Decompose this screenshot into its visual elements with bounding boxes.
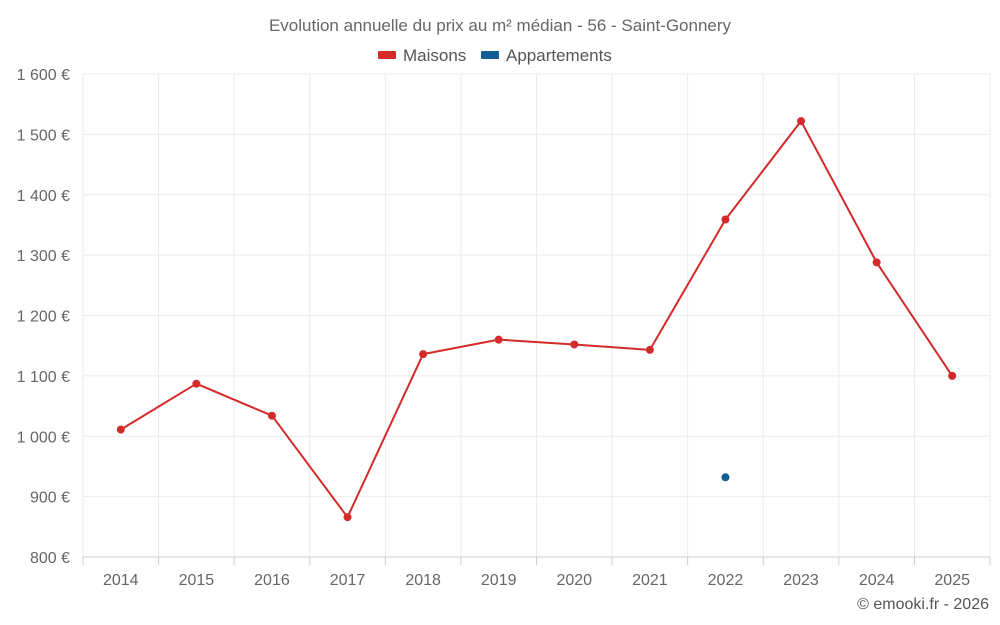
x-tick-label: 2018 bbox=[405, 572, 441, 589]
x-tick-label: 2025 bbox=[934, 572, 970, 589]
legend: Maisons Appartements bbox=[378, 46, 612, 65]
x-tick-label: 2016 bbox=[254, 572, 290, 589]
y-tick-label: 1 000 € bbox=[17, 429, 70, 446]
y-tick-label: 1 300 € bbox=[17, 248, 70, 265]
data-point-maisons[interactable] bbox=[192, 379, 201, 388]
y-tick-label: 1 100 € bbox=[17, 369, 70, 386]
x-tick-label: 2014 bbox=[103, 572, 139, 589]
x-tick-label: 2023 bbox=[783, 572, 819, 589]
x-tick-label: 2019 bbox=[481, 572, 517, 589]
grid bbox=[82, 73, 991, 557]
y-axis-ticks: 800 € 900 € 1 000 € 1 100 € 1 200 € 1 300 € 1 … bbox=[17, 67, 70, 567]
x-tick-label: 2020 bbox=[556, 572, 592, 589]
axes bbox=[82, 556, 991, 565]
x-tick-label: 2021 bbox=[632, 572, 668, 589]
data-point-maisons[interactable] bbox=[570, 340, 579, 349]
x-tick-label: 2022 bbox=[708, 572, 744, 589]
data-point-maisons[interactable] bbox=[645, 345, 654, 354]
legend-swatch-appartements bbox=[481, 51, 499, 59]
y-tick-label: 1 200 € bbox=[17, 309, 70, 326]
y-tick-label: 1 600 € bbox=[17, 67, 70, 84]
legend-swatch-maisons bbox=[378, 51, 396, 59]
series bbox=[116, 117, 957, 522]
data-point-maisons[interactable] bbox=[116, 425, 125, 434]
x-axis-ticks: 2014 2015 2016 2017 2018 2019 2020 2021 2022 2023… bbox=[103, 572, 970, 589]
y-tick-label: 900 € bbox=[30, 490, 70, 507]
data-point-maisons[interactable] bbox=[343, 513, 352, 522]
data-point-maisons[interactable] bbox=[267, 411, 276, 420]
legend-label-appartements[interactable]: Appartements bbox=[506, 46, 612, 65]
y-tick-label: 1 400 € bbox=[17, 188, 70, 205]
x-tick-label: 2015 bbox=[179, 572, 215, 589]
y-tick-label: 1 500 € bbox=[17, 127, 70, 144]
legend-label-maisons[interactable]: Maisons bbox=[403, 46, 466, 65]
data-point-maisons[interactable] bbox=[721, 215, 730, 224]
chart-title: Evolution annuelle du prix au m² médian … bbox=[269, 16, 732, 35]
y-tick-label: 800 € bbox=[30, 550, 70, 567]
credit-text: © emooki.fr - 2026 bbox=[857, 596, 989, 613]
data-point-maisons[interactable] bbox=[948, 371, 957, 380]
series-line-maisons bbox=[120, 120, 954, 519]
data-point-maisons[interactable] bbox=[872, 258, 881, 267]
x-tick-label: 2024 bbox=[859, 572, 895, 589]
data-point-maisons[interactable] bbox=[494, 335, 503, 344]
data-point-maisons[interactable] bbox=[797, 117, 806, 126]
data-point-maisons[interactable] bbox=[419, 350, 428, 359]
x-tick-label: 2017 bbox=[330, 572, 366, 589]
data-point-appartements[interactable] bbox=[721, 473, 730, 482]
